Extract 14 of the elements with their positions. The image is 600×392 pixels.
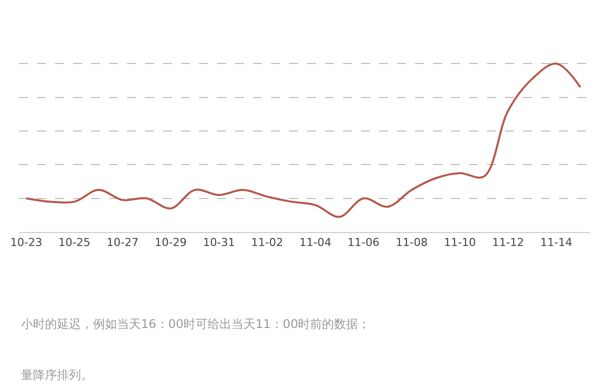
x-tick-label: 10-29 <box>154 236 187 250</box>
x-tick-label: 10-31 <box>202 236 235 250</box>
x-tick-label: 10-25 <box>58 236 90 250</box>
x-tick-label: 11-10 <box>444 236 476 250</box>
text: 小时的延迟，例如当天16：00时可给出当天11：00时前的数据； <box>21 317 370 331</box>
x-tick-label: 11-12 <box>492 236 524 250</box>
x-tick-label: 10-23 <box>10 236 42 250</box>
x-tick-label: 11-06 <box>348 236 380 250</box>
x-tick-label: 11-08 <box>396 236 428 250</box>
x-tick-label: 10-27 <box>106 236 139 250</box>
x-tick-label: 11-02 <box>251 236 284 250</box>
x-tick-label: 11-04 <box>299 236 332 250</box>
x-tick-label: 11-14 <box>540 236 572 250</box>
text: 量降序排列。 <box>21 368 93 382</box>
